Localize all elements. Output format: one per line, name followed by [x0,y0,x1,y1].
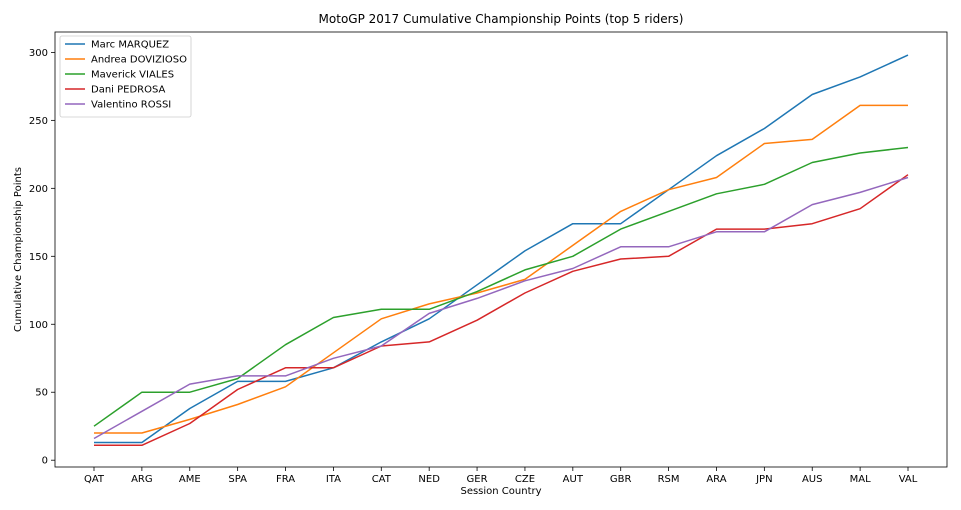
x-tick-label: CAT [372,474,392,485]
y-tick-label: 100 [29,320,48,331]
series-line-maverick-viales [93,146,909,427]
legend-label: Andrea DOVIZIOSO [91,55,187,66]
y-tick-label: 250 [29,116,48,127]
x-tick-label: AME [179,474,201,485]
series-line-andrea-dovizioso [94,104,908,434]
y-tick-label: 50 [35,388,48,399]
series-line-marc-marquez [94,54,909,444]
legend-label: Dani PEDROSA [91,85,166,96]
x-tick-label: ARG [131,474,153,485]
x-tick-label: GBR [610,474,632,485]
x-tick-label: MAL [850,474,871,485]
x-tick-label: FRA [276,474,295,485]
x-tick-label: QAT [84,474,105,485]
y-axis-title: Cumulative Championship Points [13,167,24,332]
legend-label: Valentino ROSSI [91,100,171,111]
chart-title: MotoGP 2017 Cumulative Championship Poin… [319,12,684,26]
x-axis-title: Session Country [460,486,541,497]
x-tick-label: GER [467,474,488,485]
series-line-dani-pedrosa [94,174,909,447]
x-tick-label: JPN [755,474,772,485]
x-tick-label: NED [418,474,440,485]
x-tick-label: RSM [658,474,680,485]
x-tick-label: AUT [563,474,584,485]
plot-area: 0 50 100 150 200 250 300 QAT ARG AME SPA FRA ITA CAT N… [29,31,948,485]
y-tick-label: 200 [29,184,48,195]
x-tick-label: SPA [228,474,247,485]
legend-box [59,35,192,118]
x-tick-label: ARA [706,474,726,485]
x-tick-label: CZE [515,474,535,485]
plot-frame [54,31,948,468]
series-line-valentino-rossi [93,176,909,440]
y-tick-label: 300 [29,48,48,59]
y-tick-label: 0 [42,456,48,467]
y-tick-label: 150 [29,252,48,263]
legend-label: Marc MARQUEZ [91,40,169,51]
legend-label: Maverick VIALES [91,70,174,81]
x-tick-label: ITA [326,474,341,485]
x-tick-label: AUS [802,474,823,485]
x-tick-label: VAL [899,474,918,485]
legend: Marc MARQUEZ Andrea DOVIZIOSO Maverick VIA… [59,35,192,118]
